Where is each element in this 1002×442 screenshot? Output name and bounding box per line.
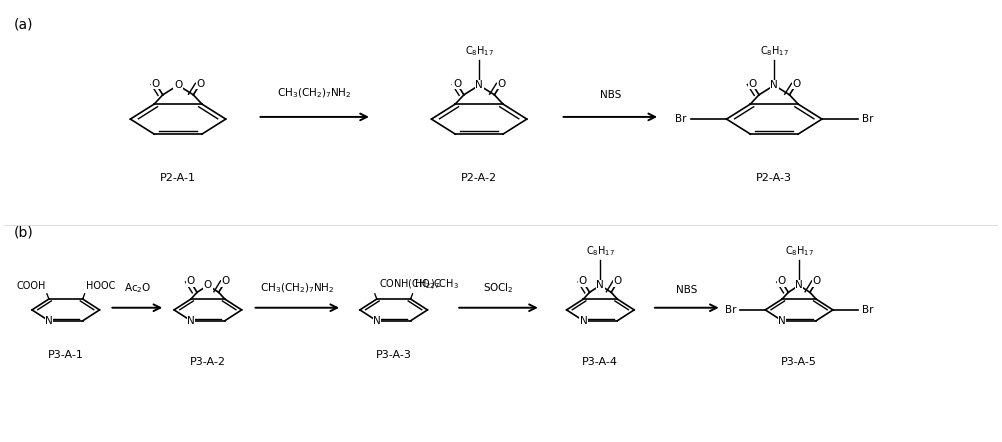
Text: O: O [174,80,182,90]
Text: P3-A-5: P3-A-5 [782,357,817,366]
Text: O: O [152,79,160,89]
Text: Br: Br [862,114,873,124]
Text: HOOC: HOOC [85,281,115,291]
Text: HO$_2$C: HO$_2$C [414,278,442,291]
Text: C$_8$H$_{17}$: C$_8$H$_{17}$ [785,245,814,259]
Text: N: N [596,280,604,290]
Text: O: O [196,79,204,89]
Text: O: O [186,276,194,286]
Text: O: O [793,79,801,89]
Text: CH$_3$(CH$_2$)$_7$NH$_2$: CH$_3$(CH$_2$)$_7$NH$_2$ [261,281,335,295]
Text: O: O [579,276,587,286]
Text: N: N [579,316,587,326]
Text: N: N [771,80,779,90]
Text: Ac$_2$O: Ac$_2$O [123,281,151,295]
Text: C$_8$H$_{17}$: C$_8$H$_{17}$ [465,45,494,58]
Text: O: O [748,79,757,89]
Text: C$_8$H$_{17}$: C$_8$H$_{17}$ [760,45,789,58]
Text: P3-A-1: P3-A-1 [48,350,84,360]
Text: O: O [614,276,622,286]
Text: P3-A-3: P3-A-3 [376,350,412,360]
Text: O: O [778,276,786,286]
Text: N: N [187,316,194,326]
Text: O: O [221,276,229,286]
Text: Br: Br [675,114,686,124]
Text: CH$_3$(CH$_2$)$_7$NH$_2$: CH$_3$(CH$_2$)$_7$NH$_2$ [278,87,352,100]
Text: N: N [796,280,803,290]
Text: Br: Br [724,305,736,315]
Text: P3-A-4: P3-A-4 [582,357,618,366]
Text: O: O [203,280,212,290]
Text: (a): (a) [14,17,34,31]
Text: O: O [813,276,821,286]
Text: NBS: NBS [599,91,621,100]
Text: P2-A-2: P2-A-2 [461,173,497,183]
Text: CONH(CH$_2$)$_7$CH$_3$: CONH(CH$_2$)$_7$CH$_3$ [379,278,459,291]
Text: N: N [779,316,787,326]
Text: P3-A-2: P3-A-2 [189,357,225,366]
Text: Br: Br [862,305,874,315]
Text: O: O [453,79,461,89]
Text: P2-A-3: P2-A-3 [757,173,793,183]
Text: COOH: COOH [16,281,46,291]
Text: N: N [45,316,53,326]
Text: O: O [497,79,505,89]
Text: NBS: NBS [676,285,697,295]
Text: N: N [373,316,381,326]
Text: C$_8$H$_{17}$: C$_8$H$_{17}$ [586,245,615,259]
Text: SOCl$_2$: SOCl$_2$ [483,281,514,295]
Text: N: N [475,80,483,90]
Text: (b): (b) [14,225,34,239]
Text: P2-A-1: P2-A-1 [160,173,196,183]
